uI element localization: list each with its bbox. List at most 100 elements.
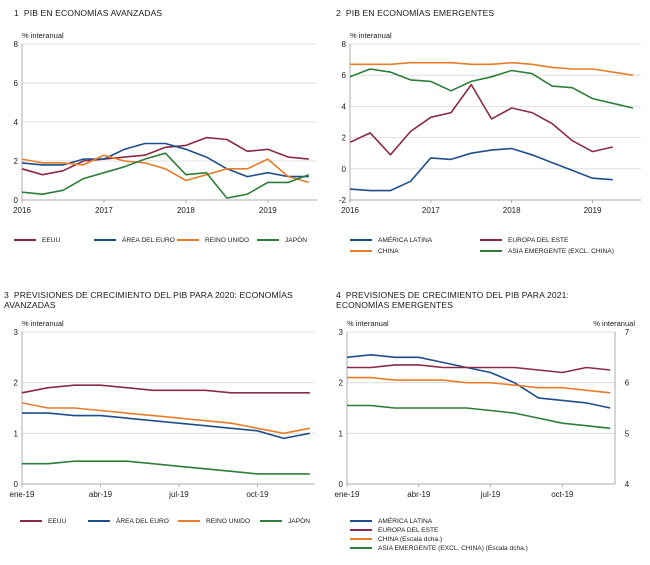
series-line <box>347 376 611 394</box>
x-tick-label: 2019 <box>584 206 602 215</box>
series-line <box>21 136 309 176</box>
legend-label: JAPÓN <box>288 518 310 525</box>
legend-item-america-latina: AMÉRICA LATINA <box>350 236 432 245</box>
legend-label: ÁREA DEL EURO <box>116 518 169 525</box>
series-line <box>346 353 611 409</box>
y-tick-label: 3 <box>14 328 19 337</box>
series-line <box>21 152 310 199</box>
legend-label: REINO UNIDO <box>205 237 249 244</box>
legend-swatch <box>177 239 199 242</box>
chart-3-plot: % interanual 0 1 2 3 ene-19 abr-19 jul-19 oct-19 <box>10 319 315 499</box>
x-tick-label: oct-19 <box>246 490 269 499</box>
chart-1-number: 1 <box>14 8 19 18</box>
chart-4-legend: AMÉRICA LATINA EUROPA DEL ESTE CHINA (Es… <box>350 517 640 561</box>
legend-swatch <box>350 547 372 550</box>
legend-label: ÁREA DEL EURO <box>122 237 175 244</box>
x-tick-label: oct-19 <box>551 490 574 499</box>
x-tick-label: 2018 <box>503 206 521 215</box>
legend-swatch <box>350 520 372 523</box>
legend-label: EUROPA DEL ESTE <box>378 527 439 534</box>
y-tick-label: 6 <box>342 71 347 80</box>
legend-item-area-euro: ÁREA DEL EURO <box>88 517 169 526</box>
chart-3-title: 3 PREVISIONES DE CRECIMIENTO DEL PIB PARA… <box>4 290 322 310</box>
legend-label: JAPÓN <box>285 237 307 244</box>
chart-3-title-text: PREVISIONES DE CRECIMIENTO DEL PIB PARA … <box>4 290 293 310</box>
y-tick-label: 2 <box>14 379 19 388</box>
legend-item-china: CHINA (Escala dcha.) <box>350 535 442 544</box>
legend-label: CHINA <box>378 248 399 255</box>
legend-label: AMÉRICA LATINA <box>378 518 433 525</box>
series-line <box>349 83 613 156</box>
legend-item-eeuu: EEUU <box>14 236 60 245</box>
x-tick-label: abr-19 <box>407 490 431 499</box>
y-tick-label: 0 <box>14 196 19 205</box>
legend-swatch <box>88 520 110 523</box>
legend-swatch <box>20 520 42 523</box>
x-tick-label: 2016 <box>341 206 359 215</box>
series-line <box>347 404 611 430</box>
x-tick-label: jul-19 <box>168 490 189 499</box>
y2-tick-label: 6 <box>625 379 630 388</box>
x-tick-label: 2017 <box>422 206 440 215</box>
y2-tick-label: 5 <box>625 429 630 438</box>
chart-2-title-text: PIB EN ECONOMÍAS EMERGENTES <box>345 8 495 18</box>
legend-item-asia-emergente: ASIA EMERGENTE (EXCL. CHINA) <box>480 247 614 256</box>
legend-item-eeuu: EEUU <box>20 517 66 526</box>
y-tick-label: 1 <box>339 429 344 438</box>
legend-swatch <box>480 250 502 253</box>
series-line <box>22 460 310 475</box>
y-tick-label: 4 <box>342 102 347 111</box>
chart-2-title: 2 PIB EN ECONOMÍAS EMERGENTES <box>336 8 636 18</box>
x-tick-label: 2017 <box>95 206 113 215</box>
x-tick-label: ene-19 <box>10 490 35 499</box>
unit-label-left: % interanual <box>350 31 392 40</box>
legend-item-america-latina: AMÉRICA LATINA <box>350 517 432 526</box>
legend-swatch <box>94 239 116 242</box>
series-line <box>22 412 310 440</box>
chart-3-number: 3 <box>4 290 9 300</box>
legend-label: CHINA (Escala dcha.) <box>378 536 443 543</box>
y-tick-label: 4 <box>14 118 19 127</box>
chart-4-title: 4 PREVISIONES DE CRECIMIENTO DEL PIB PARA… <box>336 290 606 310</box>
legend-item-reino-unido: REINO UNIDO <box>177 236 249 245</box>
legend-item-japon: JAPÓN <box>260 517 310 526</box>
series-line <box>349 68 634 109</box>
chart-1-title: 1 PIB EN ECONOMÍAS AVANZADAS <box>14 8 314 18</box>
y-tick-label: 3 <box>339 328 344 337</box>
chart-2-plot: % interanual -2 0 2 4 6 8 2016 2017 2018 2019 <box>339 31 641 215</box>
legend-item-reino-unido: REINO UNIDO <box>178 517 250 526</box>
y-tick-label: 2 <box>339 379 344 388</box>
legend-label: EUROPA DEL ESTE <box>508 237 569 244</box>
series-line <box>350 61 634 76</box>
y2-tick-label: 7 <box>625 328 630 337</box>
unit-label-left: % interanual <box>347 319 389 328</box>
series-line <box>21 384 310 394</box>
legend-swatch <box>350 529 372 532</box>
y-tick-label: 1 <box>14 429 19 438</box>
x-tick-label: 2019 <box>259 206 277 215</box>
legend-label: AMÉRICA LATINA <box>378 237 433 244</box>
y-tick-label: 8 <box>342 40 347 49</box>
legend-swatch <box>14 239 36 242</box>
chart-1-title-text: PIB EN ECONOMÍAS AVANZADAS <box>23 8 163 18</box>
series-line <box>21 154 310 184</box>
legend-item-china: CHINA <box>350 247 399 256</box>
unit-label-right: % interanual <box>593 319 635 328</box>
unit-label-left: % interanual <box>22 319 64 328</box>
x-tick-label: 2018 <box>177 206 195 215</box>
legend-swatch <box>178 520 200 523</box>
y-tick-label: 2 <box>342 134 347 143</box>
chart-1-plot: % interanual 0 2 4 6 8 2016 2017 2018 2019 <box>13 31 317 215</box>
legend-item-europa-este: EUROPA DEL ESTE <box>350 526 438 535</box>
chart-2-number: 2 <box>336 8 341 18</box>
legend-swatch <box>257 239 279 242</box>
legend-label: EEUU <box>42 237 61 244</box>
series-line <box>349 147 613 192</box>
legend-label: ASIA EMERGENTE (EXCL. CHINA) (Escala dch… <box>378 545 528 552</box>
x-tick-label: jul-19 <box>480 490 501 499</box>
legend-swatch <box>350 239 372 242</box>
series-line <box>347 364 611 374</box>
x-tick-label: 2016 <box>13 206 31 215</box>
legend-item-asia-emergente: ASIA EMERGENTE (EXCL. CHINA) (Escala dch… <box>350 544 528 553</box>
legend-label: ASIA EMERGENTE (EXCL. CHINA) <box>508 248 614 255</box>
